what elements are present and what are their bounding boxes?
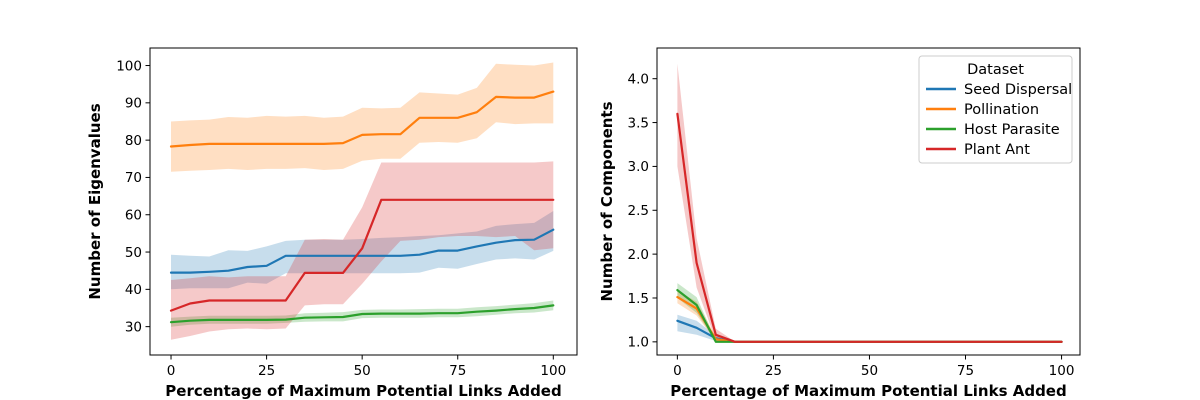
x-tick-label: 25 bbox=[258, 363, 275, 379]
right-x-axis: 0 25 50 75 100 bbox=[673, 355, 1074, 379]
right-y-axis: 1.0 1.5 2.0 2.5 3.0 3.5 4.0 bbox=[628, 72, 657, 351]
right-line-pollination bbox=[676, 296, 1063, 343]
left-plot-ylabel: Number of Eigenvalues bbox=[86, 103, 104, 299]
left-plot-border bbox=[149, 47, 578, 356]
y-tick-label: 4.0 bbox=[628, 72, 649, 88]
left-band-pollination bbox=[171, 62, 554, 172]
y-tick-label: 100 bbox=[116, 58, 142, 74]
legend-label-plant-ant: Plant Ant bbox=[964, 142, 1030, 158]
right-line-seed-dispersal bbox=[676, 319, 1063, 343]
x-tick-label: 50 bbox=[861, 363, 878, 379]
left-y-axis: 30 40 50 60 70 80 90 100 bbox=[116, 58, 150, 335]
legend-title: Dataset bbox=[967, 62, 1024, 78]
legend-label-pollination: Pollination bbox=[964, 102, 1039, 118]
right-plot-border bbox=[656, 47, 1081, 356]
x-tick-label: 0 bbox=[167, 363, 176, 379]
right-line-host-parasite bbox=[676, 289, 1063, 343]
y-tick-label: 3.5 bbox=[628, 115, 649, 131]
x-tick-label: 50 bbox=[354, 363, 371, 379]
y-tick-label: 40 bbox=[125, 282, 142, 298]
right-band-pollination bbox=[677, 291, 1062, 342]
left-line-plant-ant bbox=[169, 198, 555, 312]
right-plot: 0 25 50 75 100 1.0 1.5 2.0 2.5 3.0 3.5 4.0 Percentag… bbox=[598, 47, 1081, 400]
left-x-axis: 0 25 50 75 100 bbox=[167, 355, 566, 379]
left-line-pollination bbox=[169, 90, 555, 148]
x-tick-label: 100 bbox=[1049, 363, 1075, 379]
x-tick-label: 75 bbox=[449, 363, 466, 379]
legend-label-seed-dispersal: Seed Dispersal bbox=[964, 82, 1072, 98]
left-line-seed-dispersal bbox=[169, 228, 555, 274]
legend: Dataset Seed Dispersal Pollination Host Par… bbox=[918, 55, 1073, 164]
right-plot-xlabel: Percentage of Maximum Potential Links Ad… bbox=[670, 382, 1066, 400]
y-tick-label: 60 bbox=[125, 208, 142, 224]
y-tick-label: 70 bbox=[125, 170, 142, 186]
y-tick-label: 1.0 bbox=[628, 335, 649, 351]
x-tick-label: 25 bbox=[765, 363, 782, 379]
left-line-host-parasite bbox=[169, 304, 555, 324]
right-band-seed-dispersal bbox=[677, 314, 1062, 342]
y-tick-label: 3.0 bbox=[628, 159, 649, 175]
left-plot-xlabel: Percentage of Maximum Potential Links Ad… bbox=[165, 382, 561, 400]
right-plot-ylabel: Number of Components bbox=[598, 101, 616, 301]
legend-box bbox=[918, 55, 1073, 164]
left-band-plant-ant bbox=[171, 161, 554, 340]
y-tick-label: 30 bbox=[125, 319, 142, 335]
left-plot: 0 25 50 75 100 30 40 50 60 70 80 90 100 Percentage of… bbox=[86, 47, 578, 400]
y-tick-label: 50 bbox=[125, 245, 142, 261]
x-tick-label: 75 bbox=[957, 363, 974, 379]
legend-label-host-parasite: Host Parasite bbox=[964, 122, 1060, 138]
x-tick-label: 0 bbox=[673, 363, 682, 379]
y-tick-label: 90 bbox=[125, 96, 142, 112]
y-tick-label: 80 bbox=[125, 133, 142, 149]
right-line-plant-ant bbox=[676, 112, 1063, 343]
y-tick-label: 2.5 bbox=[628, 203, 649, 219]
y-tick-label: 1.5 bbox=[628, 291, 649, 307]
right-band-host-parasite bbox=[677, 283, 1062, 342]
x-tick-label: 100 bbox=[540, 363, 566, 379]
y-tick-label: 2.0 bbox=[628, 247, 649, 263]
